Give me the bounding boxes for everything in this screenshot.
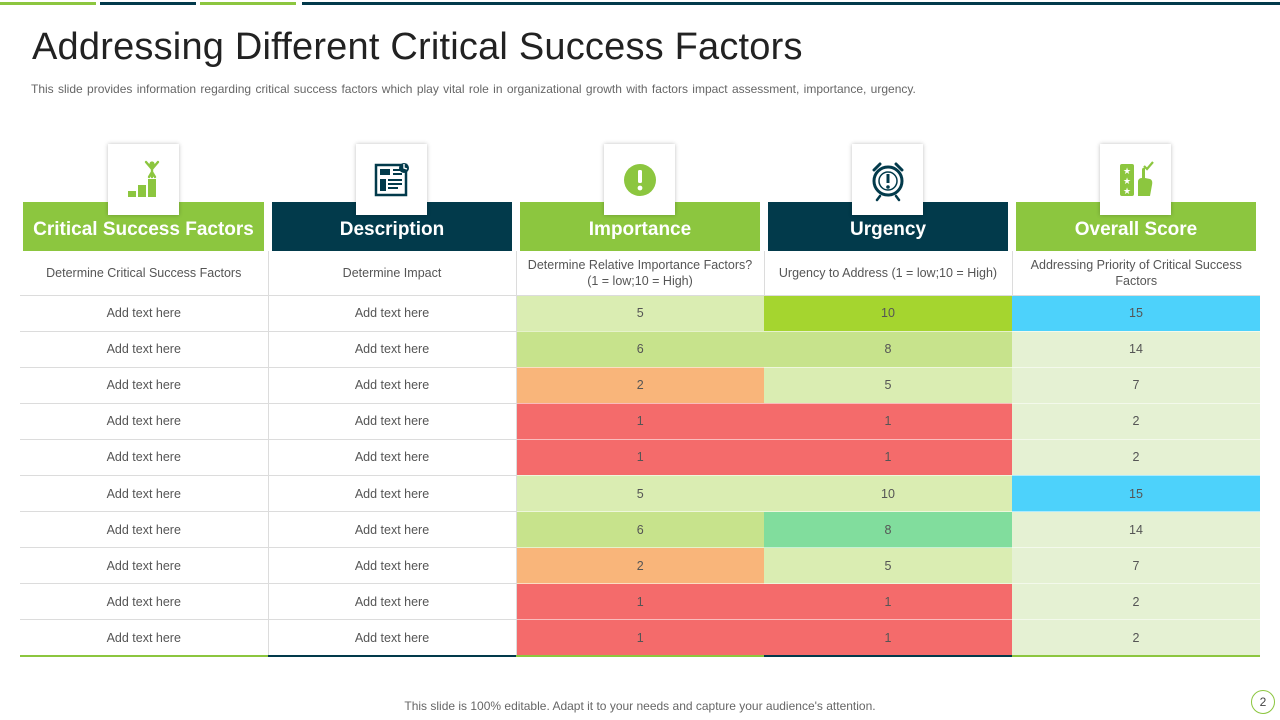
factor-cell: Add text here <box>20 619 269 657</box>
rating-hand-icon: ★ ★ ★ <box>1100 144 1171 215</box>
description-cell: Add text here <box>268 511 517 549</box>
table-row: Add text here Add text here 5 10 15 <box>20 475 1260 513</box>
urgency-cell: 8 <box>764 511 1012 549</box>
score-cell: 14 <box>1012 331 1260 368</box>
urgency-cell: 1 <box>764 439 1012 476</box>
description-cell: Add text here <box>268 403 517 440</box>
importance-cell: 1 <box>516 403 764 440</box>
exclamation-icon <box>604 144 675 215</box>
success-factors-table: Determine Critical Success Factors Deter… <box>20 251 1260 657</box>
urgency-cell: 5 <box>764 547 1012 585</box>
description-cell: Add text here <box>268 547 517 585</box>
score-cell: 7 <box>1012 367 1260 404</box>
importance-cell: 2 <box>516 367 764 404</box>
description-cell: Add text here <box>268 367 517 404</box>
table-row: Add text here Add text here 1 1 2 <box>20 619 1260 657</box>
subheader-description: Determine Impact <box>268 251 517 296</box>
score-cell: 14 <box>1012 511 1260 549</box>
factor-cell: Add text here <box>20 295 269 332</box>
urgency-cell: 10 <box>764 295 1012 332</box>
factor-cell: Add text here <box>20 511 269 549</box>
table-row: Add text here Add text here 6 8 14 <box>20 511 1260 549</box>
slide-subtitle: This slide provides information regardin… <box>31 82 916 96</box>
score-cell: 2 <box>1012 403 1260 440</box>
score-cell: 2 <box>1012 619 1260 657</box>
urgency-cell: 1 <box>764 619 1012 657</box>
description-cell: Add text here <box>268 439 517 476</box>
description-cell: Add text here <box>268 583 517 621</box>
score-cell: 7 <box>1012 547 1260 585</box>
slide-footer: This slide is 100% editable. Adapt it to… <box>404 699 876 713</box>
svg-text:★: ★ <box>1122 167 1130 177</box>
description-cell: Add text here <box>268 331 517 368</box>
table-row: Add text here Add text here 5 10 15 <box>20 295 1260 332</box>
svg-text:★: ★ <box>1122 187 1130 197</box>
table-row: Add text here Add text here 2 5 7 <box>20 547 1260 585</box>
page-number: 2 <box>1251 690 1275 714</box>
table-row: Add text here Add text here 1 1 2 <box>20 583 1260 621</box>
urgency-cell: 1 <box>764 583 1012 621</box>
urgency-cell: 10 <box>764 475 1012 513</box>
growth-steps-icon <box>108 144 179 215</box>
importance-cell: 1 <box>516 439 764 476</box>
subheader-urgency: Urgency to Address (1 = low;10 = High) <box>764 251 1013 296</box>
table-row: Add text here Add text here 2 5 7 <box>20 367 1260 404</box>
description-cell: Add text here <box>268 475 517 513</box>
table-row: Add text here Add text here 1 1 2 <box>20 439 1260 476</box>
factor-cell: Add text here <box>20 403 269 440</box>
importance-cell: 1 <box>516 619 764 657</box>
score-cell: 2 <box>1012 583 1260 621</box>
description-cell: Add text here <box>268 619 517 657</box>
report-document-icon <box>356 144 427 215</box>
factor-cell: Add text here <box>20 439 269 476</box>
score-cell: 15 <box>1012 475 1260 513</box>
urgency-cell: 5 <box>764 367 1012 404</box>
importance-cell: 6 <box>516 331 764 368</box>
score-cell: 2 <box>1012 439 1260 476</box>
subheader-factors: Determine Critical Success Factors <box>20 251 269 296</box>
importance-cell: 1 <box>516 583 764 621</box>
table-row: Add text here Add text here 1 1 2 <box>20 403 1260 440</box>
importance-cell: 2 <box>516 547 764 585</box>
table-row: Add text here Add text here 6 8 14 <box>20 331 1260 368</box>
importance-cell: 6 <box>516 511 764 549</box>
score-cell: 15 <box>1012 295 1260 332</box>
subheader-importance: Determine Relative Importance Factors? (… <box>516 251 765 296</box>
subheader-score: Addressing Priority of Critical Success … <box>1012 251 1260 296</box>
svg-text:★: ★ <box>1122 177 1130 187</box>
importance-cell: 5 <box>516 295 764 332</box>
urgency-cell: 8 <box>764 331 1012 368</box>
factor-cell: Add text here <box>20 475 269 513</box>
factor-cell: Add text here <box>20 547 269 585</box>
factor-cell: Add text here <box>20 331 269 368</box>
subheader-row: Determine Critical Success Factors Deter… <box>20 251 1260 296</box>
urgency-cell: 1 <box>764 403 1012 440</box>
description-cell: Add text here <box>268 295 517 332</box>
slide-title: Addressing Different Critical Success Fa… <box>32 26 803 68</box>
importance-cell: 5 <box>516 475 764 513</box>
top-accent-bars <box>0 2 1280 6</box>
table-bottom-lines <box>20 655 1260 658</box>
alarm-clock-icon <box>852 144 923 215</box>
factor-cell: Add text here <box>20 583 269 621</box>
factor-cell: Add text here <box>20 367 269 404</box>
